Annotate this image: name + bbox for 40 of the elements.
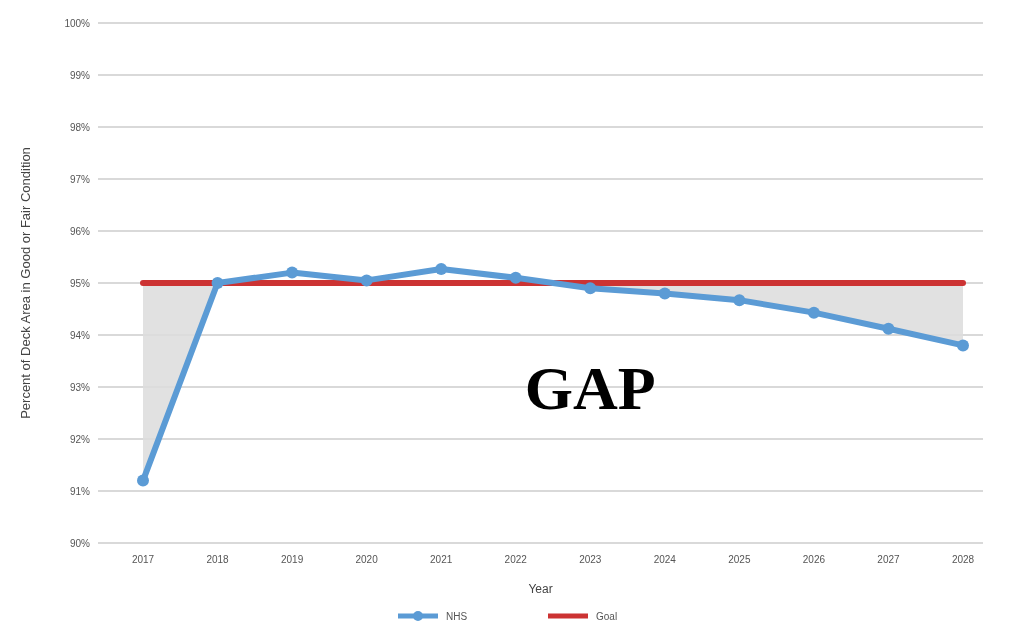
point [882, 322, 895, 335]
x-tick-label: 2019 [280, 554, 304, 565]
y-tick-label: 91% [69, 485, 91, 497]
y-tick-label: 97% [69, 173, 91, 185]
point [733, 294, 746, 307]
point [509, 271, 522, 284]
x-tick-label: 2020 [355, 554, 379, 565]
x-tick-label: 2025 [728, 554, 751, 565]
x-tick-label: 2017 [131, 554, 155, 565]
x-tick-label: 2028 [951, 554, 975, 565]
y-tick-label: 95% [69, 277, 91, 289]
point [658, 287, 671, 300]
point [211, 277, 224, 289]
x-tick-label: 2024 [653, 554, 677, 565]
x-tick-label: 2026 [802, 554, 826, 565]
point [360, 274, 373, 287]
annotation: GAP [524, 353, 656, 422]
x-axis-title: Year [528, 582, 553, 596]
x-tick-label: 2021 [430, 554, 453, 565]
y-tick-label: 93% [69, 381, 91, 393]
point [807, 306, 820, 319]
x-tick-label: 2023 [579, 554, 602, 565]
y-axis-title: Percent of Deck Area in Good or Fair Condition [18, 147, 33, 419]
legend-label: Goal [596, 610, 618, 622]
x-tick-label: 2018 [206, 554, 230, 565]
y-tick-label: 98% [69, 121, 91, 133]
x-tick-label: 2022 [504, 554, 528, 565]
y-tick-label: 92% [69, 433, 91, 445]
point [957, 339, 969, 352]
y-tick-label: 96% [69, 225, 91, 237]
point [286, 266, 299, 279]
y-tick-label: 90% [69, 537, 91, 549]
y-tick-label: 100% [64, 17, 91, 29]
legend-label: NHS [446, 610, 468, 622]
point [137, 474, 149, 487]
point [435, 262, 448, 275]
x-tick-label: 2027 [877, 554, 901, 565]
y-tick-label: 94% [69, 329, 91, 341]
point [584, 282, 597, 295]
y-tick-label: 99% [69, 69, 91, 81]
